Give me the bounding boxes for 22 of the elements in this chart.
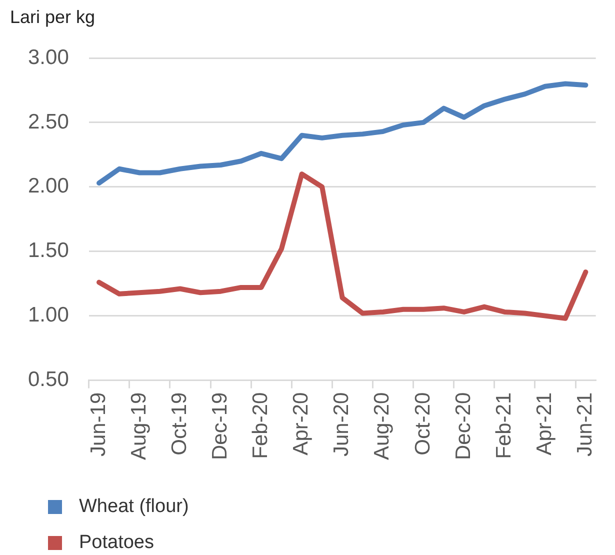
x-tick-label: Apr-21 <box>532 392 556 456</box>
x-tick-label: Oct-19 <box>168 392 191 456</box>
y-tick-label: 3.00 <box>28 46 69 69</box>
x-tick-label: Aug-20 <box>370 392 394 460</box>
y-tick-label: 2.00 <box>28 174 69 198</box>
x-tick-label: Apr-20 <box>290 392 313 456</box>
x-tick-label: Feb-21 <box>492 392 516 459</box>
y-tick-label: 2.50 <box>28 110 69 134</box>
x-tick-label: Dec-19 <box>208 392 232 460</box>
x-tick-label: Feb-20 <box>249 392 272 459</box>
x-tick-label: Jun-20 <box>330 392 354 456</box>
y-tick-label: 0.50 <box>28 368 69 392</box>
x-tick-label: Jun-19 <box>86 392 110 456</box>
x-tick-label: Aug-19 <box>127 392 150 460</box>
x-tick-label: Oct-20 <box>411 392 434 456</box>
y-axis-title: Lari per kg <box>10 7 96 28</box>
y-tick-label: 1.00 <box>28 304 69 327</box>
legend-label: Potatoes <box>79 532 154 554</box>
x-tick-label: Dec-20 <box>452 392 475 460</box>
legend-label: Wheat (flour) <box>79 496 189 518</box>
x-tick-label: Jun-21 <box>573 392 596 456</box>
y-tick-label: 1.50 <box>28 239 69 262</box>
